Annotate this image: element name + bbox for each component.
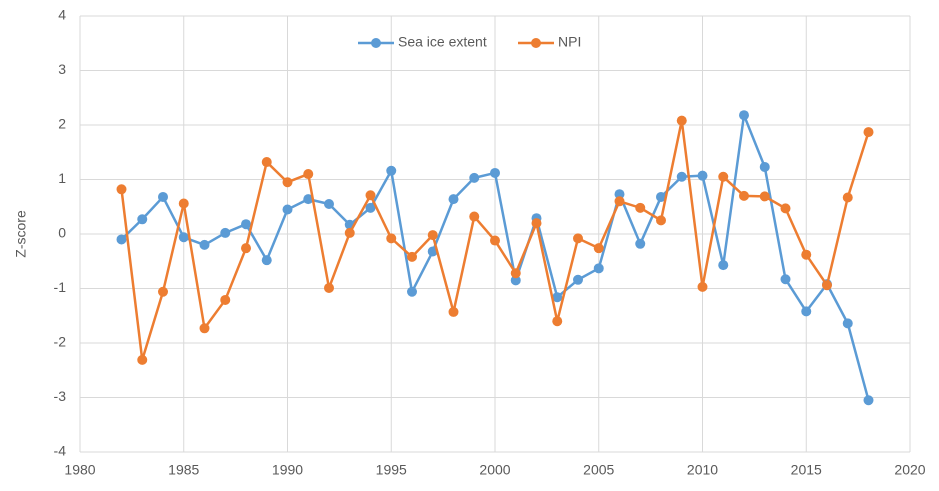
point <box>241 219 251 230</box>
y-tick-label: 4 <box>58 7 66 23</box>
point <box>573 233 583 244</box>
point <box>676 171 687 182</box>
point <box>324 282 334 293</box>
x-tick-label: 1995 <box>376 462 407 478</box>
point <box>490 235 500 246</box>
point <box>552 316 563 327</box>
point <box>635 238 646 249</box>
point <box>386 165 397 176</box>
legend-marker <box>371 38 381 48</box>
point <box>220 294 231 305</box>
point <box>780 274 791 285</box>
point <box>158 286 168 297</box>
point <box>386 233 397 244</box>
legend-label: Sea ice extent <box>398 34 487 50</box>
point <box>801 249 812 260</box>
point <box>573 274 583 285</box>
point <box>344 227 355 238</box>
point <box>199 239 210 250</box>
point <box>241 243 251 254</box>
y-axis-label: Z-score <box>13 210 29 258</box>
point <box>178 232 189 243</box>
point <box>469 211 480 222</box>
point <box>490 167 500 178</box>
x-tick-label: 2000 <box>479 462 510 478</box>
point <box>282 177 293 188</box>
point <box>158 191 168 202</box>
point <box>365 190 376 201</box>
point <box>448 194 459 205</box>
point <box>303 194 314 205</box>
y-tick-label: -3 <box>54 388 67 404</box>
point <box>801 306 812 317</box>
point <box>116 184 127 195</box>
y-tick-label: -4 <box>54 443 67 459</box>
point <box>552 292 563 303</box>
x-tick-label: 2005 <box>583 462 614 478</box>
point <box>199 323 210 334</box>
point <box>697 281 708 292</box>
y-tick-label: -2 <box>54 334 67 350</box>
x-tick-label: 1980 <box>64 462 95 478</box>
point <box>718 260 729 271</box>
point <box>365 202 376 213</box>
point <box>531 218 542 229</box>
point <box>282 204 293 215</box>
point <box>614 196 625 207</box>
point <box>842 192 853 203</box>
point <box>842 318 853 329</box>
point <box>656 191 666 202</box>
point <box>220 227 231 238</box>
x-tick-label: 1990 <box>272 462 303 478</box>
point <box>593 243 604 254</box>
point <box>427 230 438 241</box>
point <box>614 189 625 200</box>
point <box>407 286 417 297</box>
y-tick-label: 0 <box>58 225 66 241</box>
x-tick-label: 1985 <box>168 462 199 478</box>
point <box>739 190 749 201</box>
point <box>303 169 314 180</box>
y-tick-label: 1 <box>58 170 66 186</box>
y-tick-label: 2 <box>58 116 66 132</box>
point <box>137 214 148 225</box>
point <box>261 157 272 168</box>
y-tick-label: -1 <box>54 279 67 295</box>
point <box>510 275 521 286</box>
y-tick-label: 3 <box>58 61 66 77</box>
point <box>676 115 687 126</box>
point <box>739 110 749 121</box>
x-tick-label: 2015 <box>791 462 822 478</box>
point <box>822 280 832 291</box>
point <box>407 251 417 262</box>
point <box>718 171 729 182</box>
point <box>137 354 148 365</box>
legend-label: NPI <box>558 34 581 50</box>
point <box>656 215 666 226</box>
point <box>324 199 334 210</box>
point <box>261 255 272 266</box>
point <box>635 202 646 213</box>
point <box>448 306 459 317</box>
point <box>178 198 189 209</box>
point <box>863 127 874 138</box>
point <box>697 170 708 181</box>
x-tick-label: 2020 <box>894 462 925 478</box>
x-tick-label: 2010 <box>687 462 718 478</box>
point <box>759 161 770 172</box>
point <box>863 395 874 406</box>
point <box>593 263 604 274</box>
point <box>469 172 480 183</box>
point <box>759 191 770 202</box>
point <box>116 234 127 245</box>
point <box>510 268 521 279</box>
legend-marker <box>531 38 541 48</box>
point <box>780 203 791 214</box>
